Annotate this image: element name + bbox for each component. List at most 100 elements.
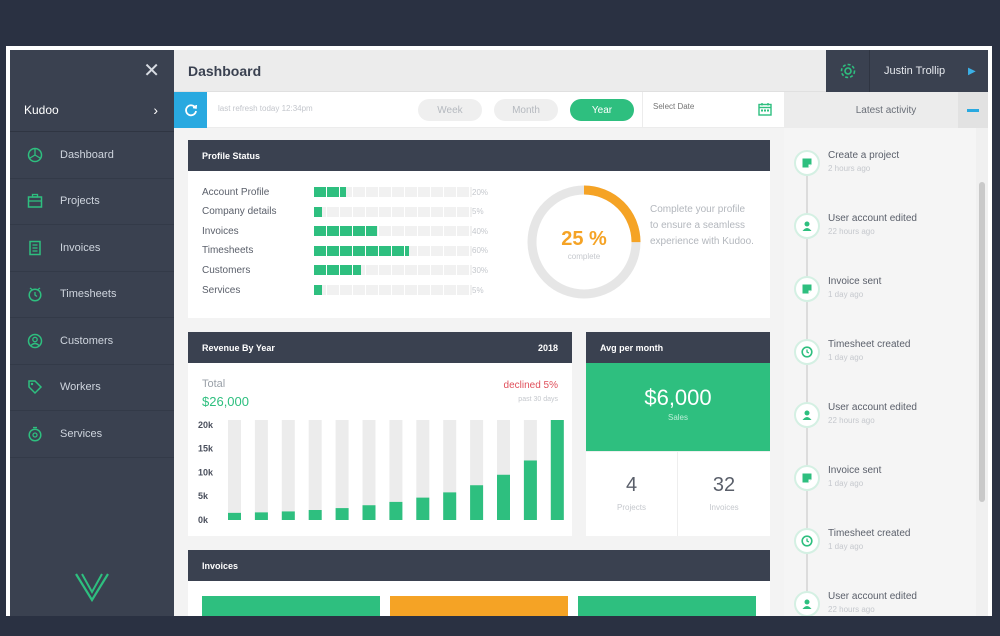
minimize-button[interactable] [958,92,988,128]
scroll-thumb[interactable] [979,182,985,502]
panel-header: Invoices [188,550,770,581]
activity-title-text: User account edited [828,591,917,602]
revenue-bar[interactable] [335,508,349,520]
profile-row-percent: 30% [472,265,489,275]
calendar-icon[interactable] [758,102,772,121]
activity-item[interactable]: Timesheet created 1 day ago [792,339,952,379]
y-tick-label: 15k [198,444,214,454]
refresh-icon [184,104,197,117]
sidebar-item-invoices[interactable]: Invoices [10,225,174,272]
range-week-button[interactable]: Week [418,99,482,121]
activity-time: 1 day ago [828,479,864,488]
activity-item[interactable]: User account edited 22 hours ago [792,402,952,442]
invoices-count: 32 [712,474,736,496]
y-tick-label: 5k [198,491,209,501]
activity-item[interactable]: Invoice sent 1 day ago [792,465,952,505]
progress-track [314,226,472,237]
progress-track [314,285,472,295]
profile-row-label: Account Profile [202,186,270,198]
sidebar-item-customers[interactable]: Customers [10,318,174,365]
activity-title-text: Invoice sent [828,276,882,287]
range-month-button[interactable]: Month [494,99,558,121]
profile-row: Invoices 40% [202,225,488,237]
projects-icon [26,192,44,210]
invoices-stat: 32 Invoices [678,451,770,536]
projects-stat: 4 Projects [586,451,678,536]
activity-item[interactable]: Invoice sent 1 day ago [792,276,952,316]
progress-fill [314,226,378,237]
revenue-bar[interactable] [550,420,564,520]
filter-toolbar: last refresh today 12:34pm Week Month Ye… [174,92,784,128]
activity-time: 1 day ago [828,353,864,362]
activity-header: Latest activity [784,92,988,128]
panel-title: Invoices [202,560,239,571]
change-text: declined 5% [503,380,558,391]
progress-track [314,206,472,217]
sidebar-item-workers[interactable]: Workers [10,365,174,411]
refresh-button[interactable] [174,92,207,128]
sidebar: ✕ Kudoo › Dashboard Projects [10,50,174,616]
activity-item[interactable]: User account edited 22 hours ago [792,591,952,616]
panel-header: Avg per month [586,332,770,363]
invoice-bar-paid [202,596,380,616]
profile-row-label: Timesheets [202,245,254,257]
revenue-bar[interactable] [362,505,376,520]
revenue-bar[interactable] [497,474,510,520]
y-tick-label: 0k [198,515,209,525]
activity-item[interactable]: Timesheet created 1 day ago [792,528,952,568]
profile-row-percent: 5% [472,207,484,217]
progress-track [314,187,472,197]
user-icon [794,402,820,428]
sidebar-item-timesheets[interactable]: Timesheets [10,272,174,318]
activity-scrollbar[interactable] [976,128,988,616]
revenue-bar[interactable] [470,485,484,520]
top-bar: Dashboard Justin Trollip ▶ [174,50,988,92]
revenue-bar[interactable] [389,501,403,520]
profile-row-label: Services [202,284,241,296]
activity-time: 22 hours ago [828,227,875,236]
profile-message: Complete your profile to ensure a seamle… [650,204,754,247]
date-picker[interactable] [642,92,784,128]
revenue-bar[interactable] [443,492,457,520]
activity-title-text: Invoice sent [828,465,882,476]
sidebar-item-services[interactable]: Services [10,411,174,458]
revenue-bar[interactable] [228,512,241,520]
profile-row: Timesheets 60% [202,245,488,257]
activity-title-text: Create a project [828,150,900,161]
projects-label: Projects [617,503,646,512]
activity-time: 2 hours ago [828,164,871,173]
activity-item[interactable]: User account edited 22 hours ago [792,213,952,253]
complete-value: 25 % [561,228,607,250]
revenue-bar[interactable] [523,460,537,520]
sales-label: Sales [667,413,688,422]
progress-track [314,245,472,256]
revenue-bar[interactable] [281,511,295,520]
gear-icon[interactable] [826,50,870,92]
panel-header: Revenue By Year 2018 [188,332,572,363]
revenue-bar[interactable] [254,512,268,520]
user-name: Justin Trollip [884,65,946,77]
profile-row-percent: 5% [472,285,484,295]
revenue-bar[interactable] [416,497,430,520]
sidebar-brand[interactable]: Kudoo › [10,88,174,132]
revenue-panel: Revenue By Year 2018 Total $26,000 decli… [188,332,572,536]
sidebar-item-projects[interactable]: Projects [10,179,174,225]
activity-item[interactable]: Create a project 2 hours ago [792,150,952,190]
avg-per-month-panel: Avg per month $6,000 Sales 4 Projects 32… [586,332,770,536]
date-input[interactable] [653,102,743,111]
revenue-year[interactable]: 2018 [537,342,558,353]
progress-track [314,265,472,276]
bar-background [416,420,430,520]
bar-background [389,420,403,520]
revenue-bar[interactable] [308,510,322,520]
close-icon[interactable]: ✕ [143,60,160,82]
bar-background [281,420,295,520]
brand-name: Kudoo [24,102,59,117]
range-year-button[interactable]: Year [570,99,634,121]
panel-header: Profile Status [188,140,770,171]
y-tick-label: 10k [198,467,214,477]
sales-card: $6,000 Sales [586,363,770,451]
user-menu[interactable]: Justin Trollip ▶ [826,50,988,92]
sidebar-item-dashboard[interactable]: Dashboard [10,132,174,179]
activity-title: Latest activity [855,104,917,116]
